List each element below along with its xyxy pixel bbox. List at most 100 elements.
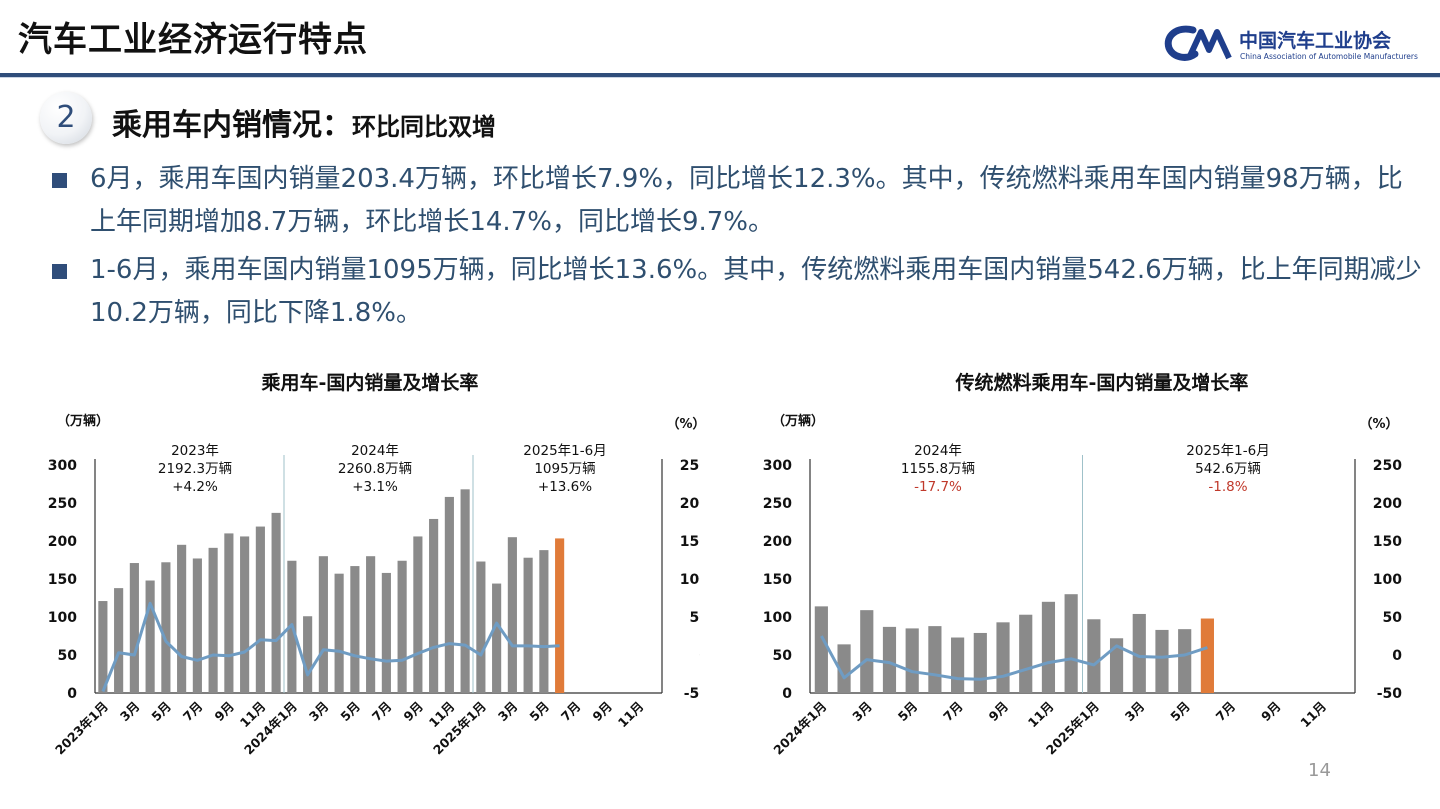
bullet-square-icon: [52, 173, 67, 188]
sales-bar: [350, 566, 360, 693]
top-header: 汽车工业经济运行特点 中国汽车工业协会 China Association of…: [0, 0, 1440, 78]
period-annotation: 2023年: [171, 443, 219, 459]
x-tick-label: 11月: [1025, 699, 1057, 731]
period-annotation: -1.8%: [1208, 479, 1247, 495]
right-tick-label: 100: [1373, 572, 1402, 588]
sales-bar: [928, 626, 942, 693]
left-tick-label: 250: [48, 496, 77, 512]
caam-logo: 中国汽车工业协会 China Association of Automobile…: [1163, 22, 1433, 66]
sales-bar: [413, 536, 423, 693]
sales-bar: [996, 622, 1010, 693]
sales-bar: [837, 644, 851, 693]
sales-bar: [555, 538, 565, 693]
page-number: 14: [1308, 760, 1331, 781]
section-subtitle: 环比同比双增: [352, 113, 496, 141]
sales-bar: [334, 573, 344, 693]
left-tick-label: 150: [763, 572, 792, 588]
x-tick-label: 5月: [1167, 699, 1193, 725]
x-tick-label: 2023年1月: [52, 699, 111, 758]
right-tick-label: 50: [1383, 610, 1403, 626]
bullet-text: 6月，乘用车国内销量203.4万辆，环比增长7.9%，同比增长12.3%。其中，…: [90, 164, 1403, 237]
sales-bar: [444, 496, 454, 693]
left-tick-label: 150: [48, 572, 77, 588]
sales-bar: [814, 606, 828, 693]
period-annotation: 1155.8万辆: [901, 461, 975, 477]
sales-bar: [951, 637, 965, 693]
bullet-item: 1-6月，乘用车国内销量1095万辆，同比增长13.6%。其中，传统燃料乘用车国…: [52, 249, 1422, 335]
x-tick-label: 2024年1月: [770, 699, 829, 758]
period-annotation: 2024年: [351, 443, 399, 459]
section-heading: 2 乘用车内销情况：环比同比双增: [40, 90, 740, 146]
x-tick-label: 7月: [940, 699, 966, 725]
right-tick-label: 0: [1392, 648, 1402, 664]
sales-bar: [98, 601, 108, 693]
section-number: 2: [56, 100, 76, 135]
sales-bar: [145, 580, 155, 693]
period-annotation: 2260.8万辆: [338, 461, 412, 477]
logo-english-name: China Association of Automobile Manufact…: [1240, 52, 1418, 61]
passenger-car-chart: 乘用车-国内销量及增长率 （万辆） （%） 0 50 100 150 200 250 300 -50…: [48, 371, 700, 758]
right-tick-label: 200: [1373, 496, 1402, 512]
logo-chinese-name: 中国汽车工业协会: [1239, 30, 1392, 52]
x-tick-label: 11月: [1297, 699, 1329, 731]
right-tick-label: 200: [680, 496, 700, 512]
x-tick-label: 9月: [986, 699, 1012, 725]
left-tick-label: 0: [67, 686, 77, 702]
x-tick-label: 9月: [400, 699, 426, 725]
x-tick-label: 11月: [615, 699, 647, 731]
left-tick-label: 300: [48, 458, 77, 474]
sales-bar: [1178, 629, 1192, 693]
sales-bar: [1064, 594, 1078, 693]
right-tick-label: 250: [1373, 458, 1402, 474]
sales-bar: [271, 512, 281, 693]
growth-rate-line: [820, 635, 1208, 681]
x-tick-label: 3月: [495, 699, 521, 725]
right-axis-unit: （%）: [1359, 416, 1398, 432]
sales-bar: [381, 572, 391, 693]
right-tick-label: -50: [684, 686, 700, 702]
x-tick-label: 5月: [895, 699, 921, 725]
sales-bar: [1109, 638, 1124, 693]
sales-bar: [492, 583, 502, 693]
period-annotation: 2192.3万辆: [158, 461, 232, 477]
left-tick-label: 50: [773, 648, 793, 664]
bullet-square-icon: [52, 264, 67, 279]
sales-bar: [973, 632, 987, 693]
x-tick-label: 5月: [148, 699, 174, 725]
x-tick-label: 3月: [306, 699, 332, 725]
sales-bar: [523, 557, 533, 693]
sales-bar: [303, 616, 313, 693]
x-tick-label: 3月: [117, 699, 143, 725]
sales-bar: [208, 547, 218, 693]
sales-bar: [177, 544, 187, 693]
x-tick-label: 7月: [558, 699, 584, 725]
sales-bar: [460, 489, 470, 693]
left-tick-label: 300: [763, 458, 792, 474]
x-tick-label: 9月: [1258, 699, 1284, 725]
x-tick-label: 7月: [1213, 699, 1239, 725]
bullet-list: 6月，乘用车国内销量203.4万辆，环比增长7.9%，同比增长12.3%。其中，…: [52, 158, 1422, 340]
left-tick-label: 200: [48, 534, 77, 550]
period-annotation: +3.1%: [352, 479, 398, 495]
sales-bar: [905, 628, 919, 693]
section-title: 乘用车内销情况：环比同比双增: [112, 100, 496, 144]
period-annotation: 2024年: [914, 443, 962, 459]
sales-bar: [1019, 614, 1033, 693]
bullet-text: 1-6月，乘用车国内销量1095万辆，同比增长13.6%。其中，传统燃料乘用车国…: [90, 255, 1422, 328]
section-number-badge: [40, 92, 92, 144]
sales-bar: [224, 533, 234, 693]
header-divider-light: [0, 77, 1440, 78]
x-tick-label: 3月: [1122, 699, 1148, 725]
sales-bar: [1132, 613, 1146, 693]
caam-logo-icon: [1164, 25, 1232, 61]
period-annotation: 1095万辆: [534, 461, 595, 477]
left-tick-label: 100: [48, 610, 77, 626]
x-tick-label: 7月: [180, 699, 206, 725]
x-tick-label: 7月: [369, 699, 395, 725]
sales-bar: [1155, 629, 1169, 693]
right-tick-label: 150: [1373, 534, 1402, 550]
left-axis-unit: （万辆）: [772, 413, 824, 429]
header-divider: [0, 73, 1440, 77]
period-annotation: +4.2%: [172, 479, 218, 495]
period-annotation: +13.6%: [538, 479, 592, 495]
